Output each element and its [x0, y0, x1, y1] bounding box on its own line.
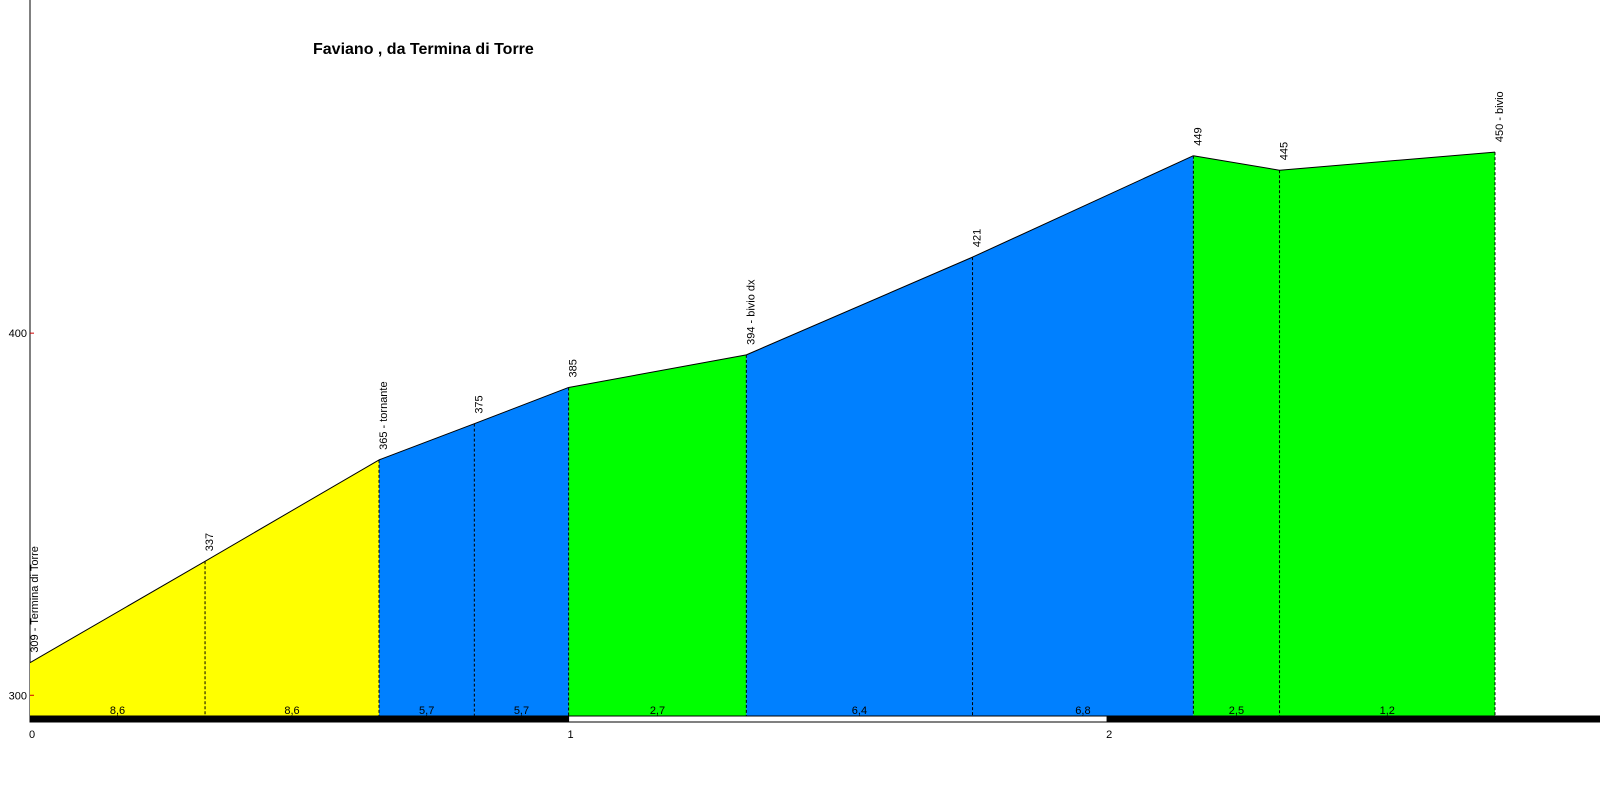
profile-line [378, 423, 475, 461]
profile-line [1193, 155, 1280, 171]
profile-line [568, 354, 747, 388]
point-label: 385 [568, 359, 580, 377]
gradient-label: 5,7 [419, 705, 434, 717]
segment [746, 257, 973, 717]
point-label: 375 [473, 395, 485, 413]
point-label: 337 [204, 533, 216, 551]
x-tick-label: 1 [568, 729, 574, 741]
profile-line [1279, 151, 1496, 171]
point-label: 365 - tornante [378, 381, 390, 450]
km-band [29, 715, 570, 723]
gradient-label: 2,5 [1229, 705, 1244, 717]
segment [30, 561, 206, 717]
point-label: 450 - bivio [1494, 91, 1506, 142]
point-label: 449 [1192, 127, 1204, 145]
point-label: 445 [1279, 142, 1291, 160]
point-label: 421 [972, 229, 984, 247]
profile-line [972, 155, 1194, 258]
segment [972, 155, 1194, 717]
gradient-label: 5,7 [514, 705, 529, 717]
chart-title: Faviano , da Termina di Torre [313, 41, 534, 58]
gradient-label: 6,8 [1075, 705, 1090, 717]
segment [1279, 152, 1495, 717]
segment [205, 459, 380, 717]
segment [1193, 155, 1280, 717]
profile-line [204, 459, 380, 562]
y-tick-label: 300 [9, 690, 27, 702]
km-band [568, 715, 1108, 723]
km-band [1106, 715, 1600, 723]
segment [568, 354, 747, 717]
gradient-label: 1,2 [1380, 705, 1395, 717]
x-tick-label: 2 [1106, 729, 1112, 741]
segment [474, 387, 569, 717]
point-label: 394 - bivio dx [745, 279, 757, 345]
profile-line [29, 560, 206, 664]
gradient-label: 6,4 [852, 705, 867, 717]
point-label: 309 - Termina di Torre [29, 546, 41, 653]
gradient-label: 8,6 [110, 705, 125, 717]
profile-line [746, 256, 973, 356]
y-tick-label: 400 [9, 328, 27, 340]
gradient-label: 8,6 [284, 705, 299, 717]
x-tick-label: 0 [29, 729, 35, 741]
profile-line [474, 387, 569, 425]
segment [379, 423, 475, 717]
gradient-label: 2,7 [650, 705, 665, 717]
